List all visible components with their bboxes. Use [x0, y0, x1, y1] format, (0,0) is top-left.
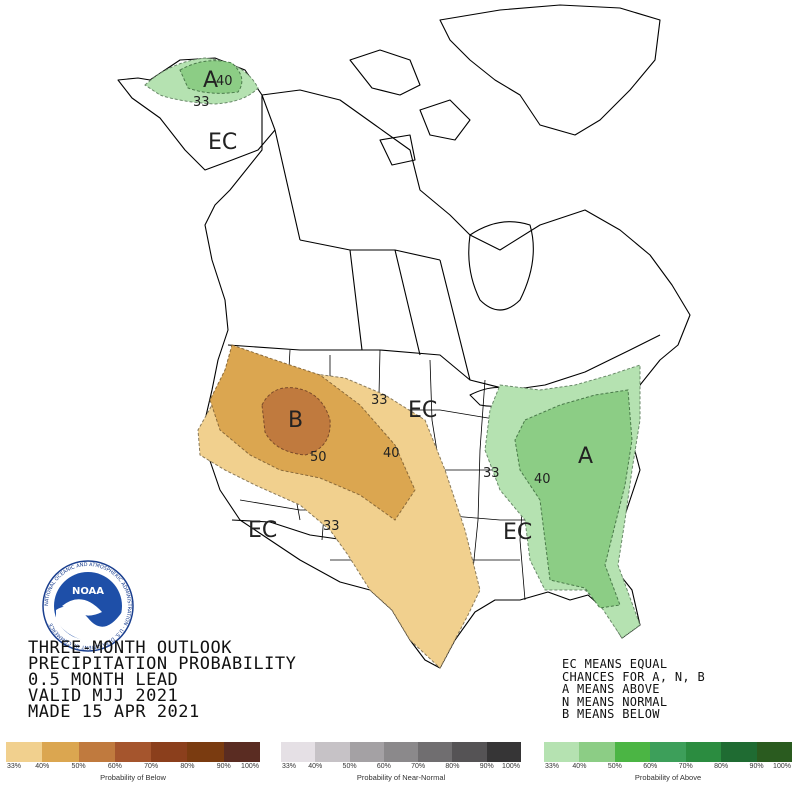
label-north-33: 33: [371, 393, 388, 408]
ec-key-line-2: CHANCES FOR A, N, B: [562, 669, 705, 684]
legend-normal-tick: 33%: [281, 763, 297, 770]
legend-below-swatch: [114, 742, 152, 762]
legend-below-ticks: 33% 40% 50% 60% 70% 80% 90% 100%: [6, 762, 260, 772]
legend-above-tick: 33%: [544, 763, 560, 770]
legend-normal-swatches: [281, 742, 521, 762]
legend-normal: 33% 40% 50% 60% 70% 80% 90% 100% Probability of…: [281, 742, 521, 782]
legend-above-tick: 80%: [714, 763, 729, 770]
legend-normal-tick: 70%: [411, 763, 426, 770]
hudson-bay: [468, 221, 534, 311]
legend-below-swatch: [42, 742, 79, 762]
title-line-3: 0.5 MONTH LEAD: [28, 670, 179, 690]
legend-normal-swatch: [486, 742, 521, 762]
ec-key: EC MEANS EQUAL CHANCES FOR A, N, B A MEA…: [562, 658, 705, 721]
arctic-islands: [349, 49, 471, 166]
legend-above-ticks: 33% 40% 50% 60% 70% 80% 90% 100%: [544, 762, 792, 772]
legend-above-swatch: [685, 742, 722, 762]
legend-above-tick: 70%: [678, 763, 693, 770]
label-southeast-ec: EC: [503, 520, 533, 545]
legend-above-tick: 100%: [773, 763, 791, 770]
legend-normal-tick: 60%: [376, 763, 391, 770]
legend-below-tick: 80%: [180, 763, 195, 770]
legend-below: 33% 40% 50% 60% 70% 80% 90% 100% Probability of…: [6, 742, 260, 782]
label-alaska-33: 33: [193, 95, 210, 110]
legend-above-tick: 40%: [572, 763, 587, 770]
svg-text:NOAA: NOAA: [72, 586, 104, 597]
label-alaska-a: A: [203, 68, 219, 93]
below-50-region: [261, 387, 331, 456]
legend-above-swatch: [721, 742, 757, 762]
legend-normal-tick: 40%: [308, 763, 323, 770]
legend-above-tick: 90%: [749, 763, 764, 770]
title-line-1: THREE-MONTH OUTLOOK: [28, 638, 232, 658]
legend-normal-swatch: [383, 742, 419, 762]
legend-below-tick: 40%: [35, 763, 50, 770]
label-alaska-ec: EC: [208, 130, 238, 155]
legend-above-tick: 50%: [607, 763, 622, 770]
legend-normal-swatch: [349, 742, 384, 762]
label-west-40: 40: [383, 446, 400, 461]
legend-below-tick: 50%: [71, 763, 86, 770]
title-line-4: VALID MJJ 2021: [28, 686, 179, 706]
noaa-logo: NATIONAL OCEANIC AND ATMOSPHERIC ADMINIS…: [42, 560, 134, 652]
ec-key-line-4: N MEANS NORMAL: [562, 694, 668, 709]
label-alaska-40: 40: [216, 74, 233, 89]
legend-normal-swatch: [418, 742, 453, 762]
legend-above-swatch: [544, 742, 580, 762]
probability-shading: [144, 57, 641, 669]
ec-key-line-5: B MEANS BELOW: [562, 707, 660, 721]
label-west-50: 50: [310, 450, 327, 465]
legend-above: 33% 40% 50% 60% 70% 80% 90% 100% Probability of…: [544, 742, 792, 782]
legend-below-swatch: [223, 742, 260, 762]
ec-key-line-3: A MEANS ABOVE: [562, 682, 660, 696]
legend-above-title: Probability of Above: [634, 773, 702, 782]
label-west-b: B: [288, 408, 304, 433]
title-line-5: MADE 15 APR 2021: [28, 702, 200, 722]
legend-above-swatch: [756, 742, 792, 762]
legend-normal-swatch: [281, 742, 316, 762]
ec-key-line-1: EC MEANS EQUAL: [562, 657, 668, 671]
legend-below-swatch: [78, 742, 115, 762]
outlook-map: [117, 4, 691, 669]
title-line-2: PRECIPITATION PROBABILITY: [28, 654, 297, 674]
legend-below-tick: 90%: [216, 763, 231, 770]
legend-normal-tick: 90%: [479, 763, 494, 770]
greenland-coast: [439, 4, 661, 136]
legend-normal-swatch: [315, 742, 350, 762]
legend-normal-tick: 100%: [502, 763, 520, 770]
above-40-region: [514, 389, 633, 609]
legend-normal-tick: 80%: [445, 763, 460, 770]
legend-below-swatch: [6, 742, 43, 762]
legend-below-swatch: [151, 742, 188, 762]
legend-below-swatch: [187, 742, 224, 762]
legend-below-tick: 100%: [241, 763, 259, 770]
legend-below-tick: 70%: [144, 763, 159, 770]
canada-us-border: [227, 334, 661, 391]
province-lines: [274, 129, 471, 381]
legend-above-swatch: [579, 742, 615, 762]
label-east-a: A: [578, 444, 594, 469]
label-east-33: 33: [483, 466, 500, 481]
legend-below-swatches: [6, 742, 260, 762]
label-south-33: 33: [323, 519, 340, 534]
legend-normal-swatch: [452, 742, 487, 762]
legend-above-swatch: [614, 742, 651, 762]
legend-below-title: Probability of Below: [100, 773, 166, 782]
legend-above-swatch: [650, 742, 686, 762]
label-east-40: 40: [534, 472, 551, 487]
legend-below-tick: 60%: [107, 763, 122, 770]
alaska-above-40: [179, 60, 243, 94]
legend-normal-ticks: 33% 40% 50% 60% 70% 80% 90% 100%: [281, 762, 521, 772]
label-southwest-ec: EC: [248, 518, 278, 543]
label-plains-ec: EC: [408, 398, 438, 423]
legend-normal-tick: 50%: [342, 763, 357, 770]
legend-below-tick: 33%: [6, 763, 22, 770]
legend-normal-title: Probability of Near-Normal: [356, 773, 446, 782]
legend-above-tick: 60%: [643, 763, 658, 770]
outlook-title-block: THREE-MONTH OUTLOOK PRECIPITATION PROBAB…: [28, 638, 297, 722]
legend-above-swatches: [544, 742, 792, 762]
